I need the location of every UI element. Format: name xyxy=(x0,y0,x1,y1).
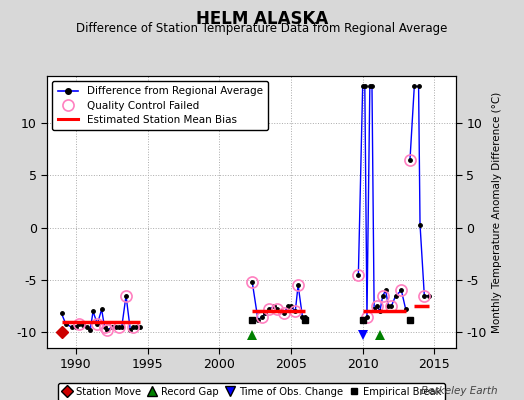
Text: Difference of Station Temperature Data from Regional Average: Difference of Station Temperature Data f… xyxy=(77,22,447,35)
Text: Berkeley Earth: Berkeley Earth xyxy=(421,386,498,396)
Legend: Station Move, Record Gap, Time of Obs. Change, Empirical Break: Station Move, Record Gap, Time of Obs. C… xyxy=(58,383,445,400)
Y-axis label: Monthly Temperature Anomaly Difference (°C): Monthly Temperature Anomaly Difference (… xyxy=(492,91,502,333)
Text: HELM ALASKA: HELM ALASKA xyxy=(196,10,328,28)
